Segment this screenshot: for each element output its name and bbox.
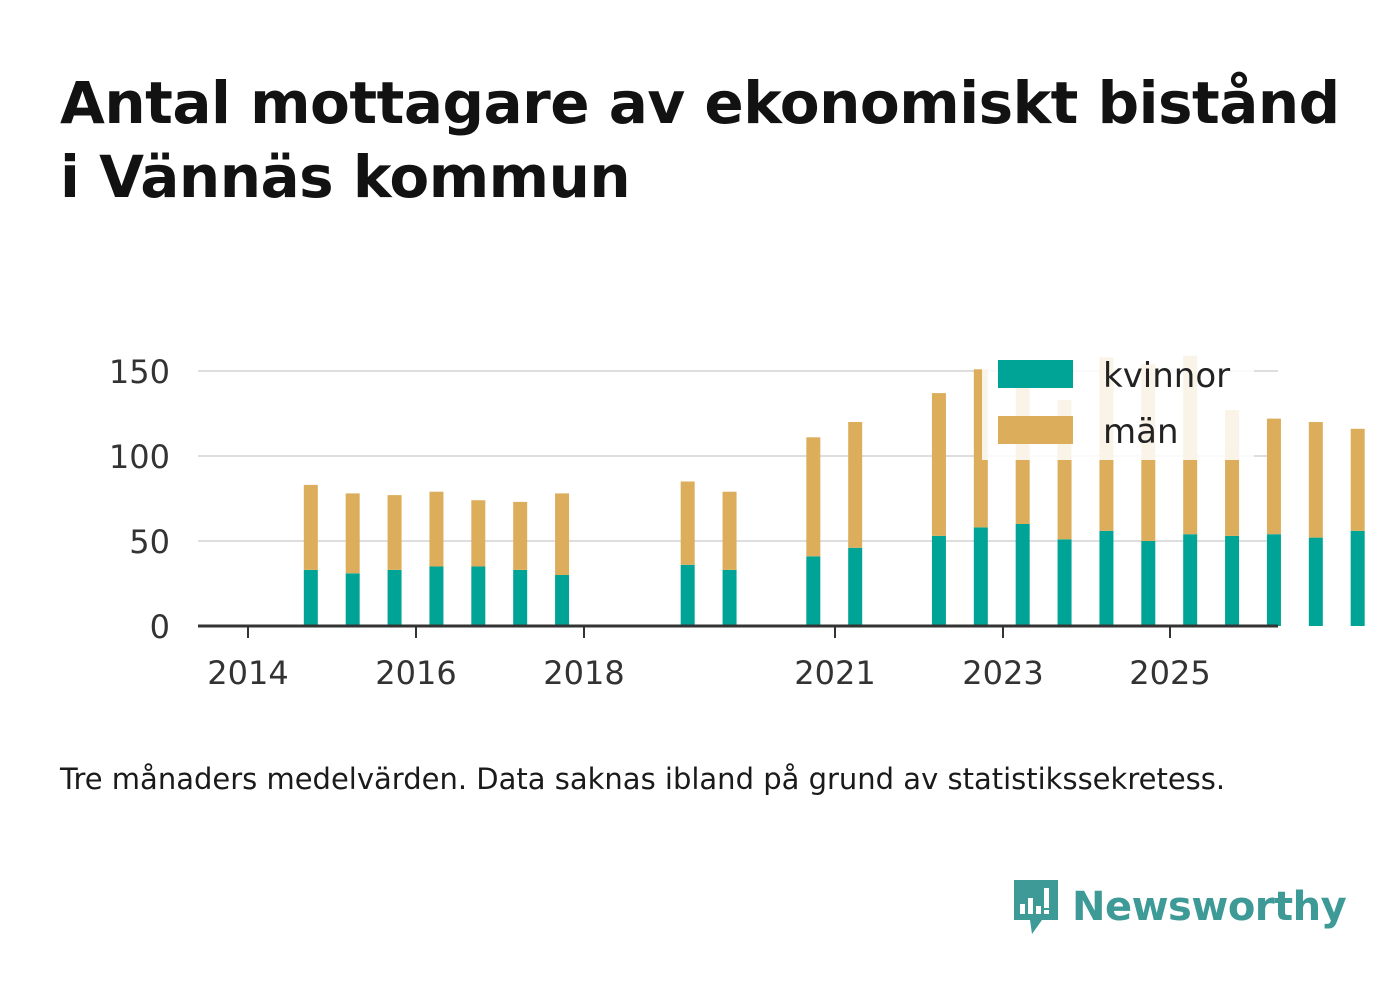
bar-kvinnor [973, 527, 988, 626]
axes: 2014 2016 2018 2021 2023 2025 [198, 624, 1278, 692]
bar-kvinnor [722, 569, 737, 626]
bar-kvinnor [513, 569, 528, 626]
bar-man [1266, 418, 1281, 535]
bar-man [806, 437, 821, 557]
bar-man [345, 493, 360, 574]
bar-kvinnor [1141, 541, 1156, 626]
y-tick-label: 0 [150, 608, 170, 646]
bar-kvinnor [680, 564, 695, 626]
newsworthy-chat-bars-icon [1014, 880, 1058, 934]
y-tick-label: 150 [109, 353, 170, 391]
bar-kvinnor [1057, 539, 1072, 626]
bar-kvinnor [1183, 534, 1198, 626]
x-tick-label: 2023 [962, 654, 1043, 692]
bar-man [1350, 428, 1365, 531]
bar-man [471, 500, 486, 567]
bar-kvinnor [387, 569, 402, 626]
bar-man [722, 491, 737, 570]
bar-man [848, 422, 863, 548]
bar-kvinnor [303, 569, 318, 626]
bar-man [680, 481, 695, 565]
bar-kvinnor [931, 535, 946, 626]
legend-swatch [998, 360, 1073, 388]
y-tick-label: 100 [109, 438, 170, 476]
legend-swatch [998, 416, 1073, 444]
bar-man [555, 493, 570, 575]
bars [303, 355, 1365, 626]
bar-kvinnor [1308, 537, 1323, 626]
x-tick-label: 2025 [1129, 654, 1210, 692]
bar-kvinnor [345, 573, 360, 626]
brand-logo[interactable]: Newsworthy [1010, 876, 1347, 938]
bar-kvinnor [1266, 534, 1281, 626]
footnote: Tre månaders medelvärden. Data saknas ib… [60, 762, 1226, 796]
legend-label: män [1103, 412, 1179, 452]
bar-kvinnor [1015, 524, 1030, 626]
bar-kvinnor [1350, 530, 1365, 626]
bar-man [303, 484, 318, 570]
bar-kvinnor [1099, 530, 1114, 626]
bar-kvinnor [429, 566, 444, 626]
bar-man [429, 491, 444, 567]
legend-label: kvinnor [1103, 356, 1230, 396]
x-tick-label: 2021 [794, 654, 875, 692]
x-tick-label: 2018 [543, 654, 624, 692]
x-tick-label: 2016 [375, 654, 456, 692]
bar-kvinnor [806, 556, 821, 626]
legend: kvinnor män [982, 345, 1254, 460]
bar-kvinnor [1225, 535, 1240, 626]
bar-man [931, 393, 946, 536]
bar-man [513, 501, 528, 570]
bar-kvinnor [471, 566, 486, 626]
bar-kvinnor [555, 575, 570, 626]
x-tick-label: 2014 [207, 654, 288, 692]
bar-man [387, 495, 402, 570]
brand-name: Newsworthy [1072, 884, 1347, 930]
chart-title: Antal mottagare av ekonomiskt bistånd i … [60, 69, 1340, 211]
bar-kvinnor [848, 547, 863, 626]
y-tick-label: 50 [129, 523, 170, 561]
bar-man [1308, 422, 1323, 538]
